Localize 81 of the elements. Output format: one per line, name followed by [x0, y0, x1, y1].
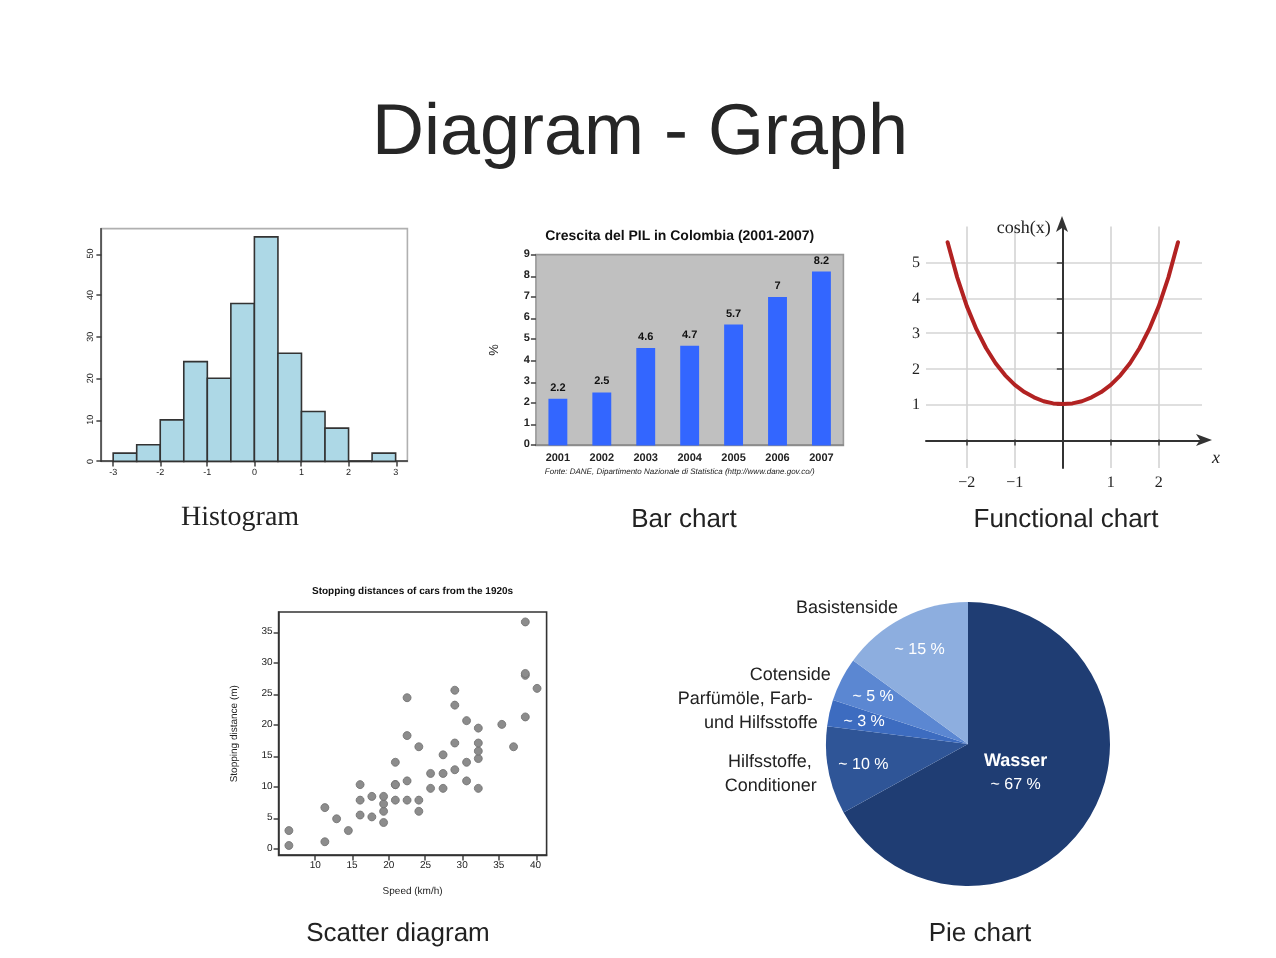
text: Diagram - Graph [369, 86, 911, 174]
point [390, 795, 400, 805]
point [355, 795, 365, 805]
slice-label: Parfümöle, Farb- und Hilfsstoffe [677, 688, 818, 733]
point [414, 806, 424, 816]
point [379, 806, 388, 816]
point [367, 812, 377, 822]
slice-label: Cotenside [749, 664, 831, 685]
bar [724, 324, 744, 446]
text: Functional chart [973, 503, 1160, 533]
point [473, 738, 483, 748]
point [473, 754, 483, 763]
point [520, 617, 530, 627]
slice-label: Wasser [983, 750, 1049, 771]
bar [768, 297, 787, 446]
point [462, 757, 471, 767]
point [414, 742, 424, 752]
bar [636, 347, 656, 446]
data-label: ~ 3 % [843, 711, 885, 730]
bar [811, 271, 831, 446]
point [438, 783, 448, 793]
text: Scatter diagram [306, 917, 490, 947]
slice-label: Hilfsstoffe, Conditioner [724, 750, 817, 795]
bar [680, 345, 700, 446]
data-label: ~ 10 % [838, 754, 889, 773]
point [379, 792, 388, 801]
line-series [945, 240, 1180, 407]
data-label: ~ 67 % [990, 775, 1041, 794]
point [450, 765, 460, 775]
x-axis-title: x [1210, 446, 1220, 467]
point [462, 716, 471, 726]
point [402, 795, 412, 805]
point [355, 810, 365, 820]
point [438, 750, 448, 760]
point [450, 685, 460, 695]
text: Bar chart [631, 503, 738, 533]
point [367, 792, 377, 801]
point [509, 742, 518, 752]
point [438, 769, 448, 778]
point [520, 712, 530, 722]
point [402, 776, 412, 786]
text: Pie chart [928, 917, 1033, 947]
point [402, 693, 412, 703]
point [390, 757, 400, 767]
point [284, 826, 294, 835]
point [497, 719, 507, 729]
point [355, 780, 365, 790]
slice-label: Basistenside [796, 596, 899, 617]
x-tick-label: −2 [958, 473, 976, 491]
text: Histogram [180, 503, 300, 533]
point [320, 803, 330, 812]
y-tick-label: 3 [912, 324, 920, 343]
point [379, 818, 388, 827]
bar [548, 398, 568, 446]
x-tick-label: −1 [1006, 473, 1024, 491]
point [426, 769, 435, 778]
point [473, 783, 483, 793]
point [284, 841, 294, 850]
point [532, 683, 542, 693]
y-tick-label: 4 [912, 288, 920, 307]
x-tick-label: 2 [1154, 473, 1163, 491]
point [473, 723, 483, 733]
y-tick-label: 1 [912, 395, 920, 414]
x-tick-label: 1 [1106, 473, 1115, 491]
point [320, 837, 330, 847]
point [332, 814, 342, 824]
point [462, 776, 471, 786]
point [450, 700, 460, 710]
point [473, 746, 483, 756]
point [343, 826, 353, 835]
point [402, 731, 412, 740]
data-label: ~ 5 % [852, 686, 894, 705]
y-tick-label: 5 [912, 253, 920, 272]
point [450, 738, 460, 748]
y-axis-title: cosh(x) [996, 216, 1051, 237]
point [414, 795, 424, 805]
point [379, 799, 388, 809]
point [426, 783, 435, 793]
bar [592, 392, 612, 446]
y-tick-label: 2 [912, 359, 920, 378]
data-label: ~ 15 % [894, 640, 945, 659]
